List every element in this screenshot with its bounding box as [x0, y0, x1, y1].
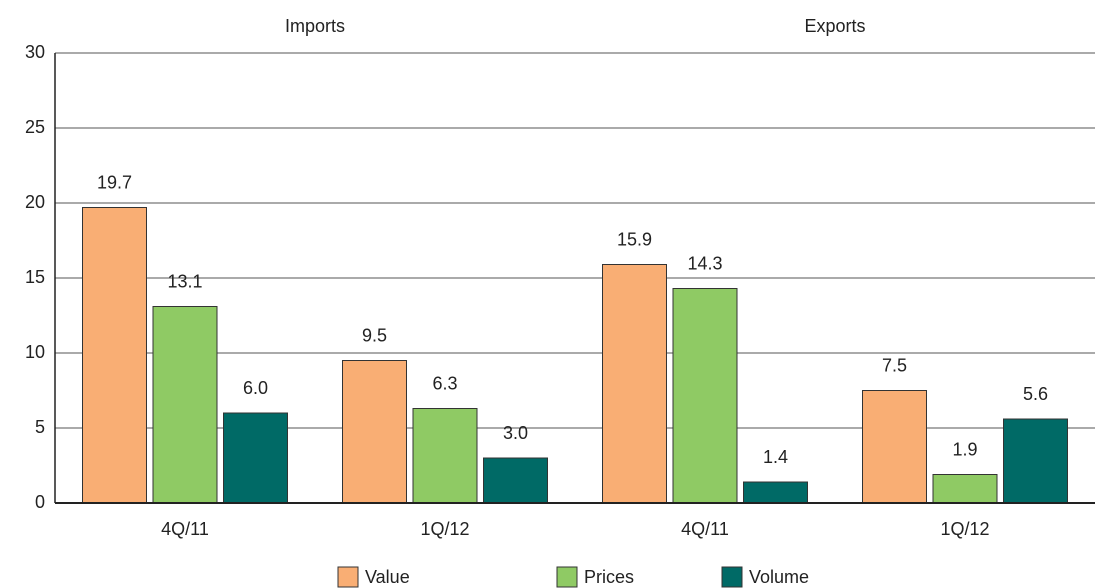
- data-label: 15.9: [617, 229, 652, 249]
- data-label: 14.3: [687, 253, 722, 273]
- data-label: 5.6: [1023, 384, 1048, 404]
- data-label: 1.4: [763, 447, 788, 467]
- bar: [602, 264, 667, 504]
- bar: [862, 390, 927, 504]
- bar: [1003, 418, 1068, 504]
- y-tick-label: 20: [25, 192, 45, 212]
- bar: [412, 408, 478, 504]
- bar: [223, 412, 288, 504]
- data-label: 6.0: [243, 378, 268, 398]
- bar: [82, 207, 147, 504]
- data-label: 13.1: [167, 271, 202, 291]
- bar: [483, 457, 548, 504]
- y-tick-label: 10: [25, 342, 45, 362]
- data-label: 19.7: [97, 172, 132, 192]
- legend-swatch: [721, 566, 743, 588]
- legend-swatch: [556, 566, 578, 588]
- data-label: 9.5: [362, 325, 387, 345]
- data-label: 6.3: [432, 373, 457, 393]
- x-tick-label: 1Q/12: [940, 519, 989, 539]
- legend-label: Prices: [584, 567, 634, 587]
- y-tick-label: 5: [35, 417, 45, 437]
- y-tick-label: 30: [25, 42, 45, 62]
- legend-label: Volume: [749, 567, 809, 587]
- y-tick-label: 25: [25, 117, 45, 137]
- bar: [342, 360, 407, 504]
- legend-swatch: [337, 566, 359, 588]
- bar: [152, 306, 218, 504]
- data-label: 3.0: [503, 423, 528, 443]
- legend-label: Value: [365, 567, 410, 587]
- y-tick-label: 0: [35, 492, 45, 512]
- y-tick-label: 15: [25, 267, 45, 287]
- x-tick-label: 4Q/11: [161, 519, 209, 539]
- group-label: Exports: [804, 16, 865, 36]
- group-label: Imports: [285, 16, 345, 36]
- bar: [932, 474, 998, 504]
- bar: [743, 481, 808, 504]
- x-tick-label: 1Q/12: [420, 519, 469, 539]
- data-label: 7.5: [882, 355, 907, 375]
- bar: [672, 288, 738, 504]
- data-label: 1.9: [952, 439, 977, 459]
- x-tick-label: 4Q/11: [681, 519, 729, 539]
